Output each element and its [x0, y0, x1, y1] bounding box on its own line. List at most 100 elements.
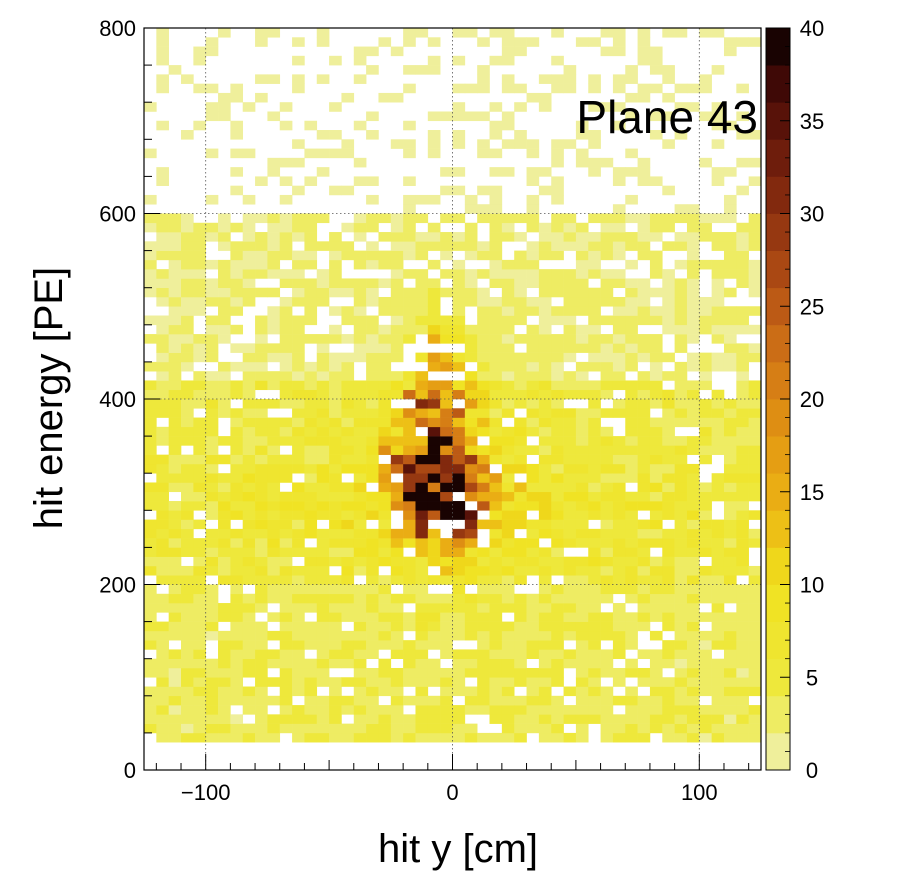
- heatmap-cell: [686, 556, 700, 567]
- heatmap-cell: [612, 436, 626, 446]
- heatmap-cell: [662, 28, 675, 38]
- heatmap-cell: [267, 556, 281, 567]
- heatmap-cell: [514, 46, 527, 57]
- heatmap-cell: [403, 306, 416, 316]
- heatmap-cell: [316, 148, 330, 159]
- heatmap-cell: [144, 287, 157, 298]
- heatmap-cell: [699, 630, 712, 641]
- heatmap-cell: [390, 334, 404, 344]
- heatmap-cell: [452, 649, 466, 659]
- heatmap-cell: [501, 723, 515, 734]
- heatmap-cell: [674, 83, 688, 94]
- heatmap-cell: [699, 436, 712, 446]
- heatmap-cell: [316, 501, 330, 511]
- heatmap-cell: [514, 259, 527, 270]
- heatmap-cell: [329, 361, 342, 372]
- heatmap-cell: [612, 547, 626, 557]
- heatmap-cell: [279, 324, 293, 335]
- heatmap-cell: [464, 454, 478, 465]
- heatmap-cell: [403, 584, 416, 595]
- heatmap-cell: [711, 491, 725, 502]
- heatmap-cell: [551, 315, 564, 326]
- heatmap-cell: [575, 343, 589, 353]
- heatmap-cell: [292, 612, 305, 622]
- heatmap-cell: [723, 399, 737, 409]
- heatmap-cell: [489, 120, 503, 131]
- heatmap-cell: [279, 519, 293, 530]
- heatmap-cell: [181, 287, 194, 298]
- heatmap-cell: [378, 352, 392, 363]
- heatmap-cell: [736, 83, 749, 94]
- heatmap-cell: [612, 204, 626, 214]
- heatmap-cell: [526, 612, 540, 622]
- heatmap-cell: [551, 732, 564, 743]
- heatmap-cell: [464, 232, 478, 242]
- heatmap-cell: [711, 306, 725, 316]
- heatmap-cell: [452, 621, 466, 632]
- heatmap-cell: [329, 454, 342, 465]
- heatmap-cell: [625, 621, 638, 632]
- heatmap-cell: [193, 436, 206, 446]
- heatmap-cell: [575, 667, 589, 678]
- heatmap-cell: [637, 306, 651, 316]
- heatmap-cell: [366, 417, 379, 428]
- heatmap-cell: [193, 417, 206, 428]
- heatmap-cell: [168, 436, 182, 446]
- heatmap-cell: [230, 426, 244, 437]
- heatmap-cell: [612, 714, 626, 724]
- heatmap-cell: [489, 445, 503, 455]
- heatmap-cell: [662, 658, 675, 669]
- heatmap-cell: [551, 556, 564, 567]
- heatmap-cell: [736, 389, 749, 400]
- heatmap-cell: [711, 473, 725, 483]
- heatmap-cell: [329, 278, 342, 288]
- heatmap-cell: [538, 593, 552, 604]
- heatmap-cell: [440, 185, 453, 196]
- heatmap-cell: [526, 176, 540, 186]
- heatmap-cell: [563, 519, 577, 530]
- heatmap-cell: [686, 222, 700, 233]
- heatmap-cell: [477, 380, 490, 391]
- heatmap-cell: [501, 565, 515, 576]
- heatmap-cell: [205, 501, 219, 511]
- heatmap-cell: [551, 593, 564, 604]
- heatmap-cell: [612, 630, 626, 641]
- heatmap-cell: [144, 603, 157, 613]
- heatmap-cell: [514, 565, 527, 576]
- heatmap-cell: [390, 454, 404, 465]
- heatmap-cell: [662, 705, 675, 715]
- heatmap-cell: [526, 417, 540, 428]
- heatmap-cell: [748, 473, 762, 483]
- y-tick-label: 600: [99, 202, 136, 227]
- heatmap-cell: [193, 556, 206, 567]
- heatmap-cell: [686, 565, 700, 576]
- heatmap-cell: [304, 399, 318, 409]
- heatmap-cell: [588, 593, 601, 604]
- heatmap-cell: [230, 445, 244, 455]
- heatmap-cell: [723, 361, 737, 372]
- heatmap-cell: [168, 408, 182, 418]
- heatmap-cell: [390, 538, 404, 548]
- heatmap-cell: [415, 584, 429, 595]
- heatmap-cell: [748, 640, 762, 650]
- heatmap-cell: [514, 612, 527, 622]
- heatmap-cell: [366, 612, 379, 622]
- heatmap-cell: [501, 324, 515, 335]
- heatmap-cell: [637, 667, 651, 678]
- heatmap-cell: [255, 482, 268, 493]
- heatmap-cell: [144, 436, 157, 446]
- heatmap-cell: [514, 389, 527, 400]
- heatmap-cell: [156, 565, 169, 576]
- heatmap-cell: [144, 102, 157, 112]
- heatmap-cell: [464, 686, 478, 697]
- heatmap-cell: [452, 556, 466, 567]
- heatmap-cell: [427, 621, 441, 632]
- heatmap-cell: [699, 28, 712, 38]
- heatmap-cell: [612, 315, 626, 326]
- heatmap-cell: [279, 222, 293, 233]
- heatmap-cell: [341, 185, 355, 196]
- heatmap-cell: [341, 612, 355, 622]
- heatmap-cell: [156, 603, 169, 613]
- heatmap-cell: [390, 380, 404, 391]
- heatmap-cell: [403, 436, 416, 446]
